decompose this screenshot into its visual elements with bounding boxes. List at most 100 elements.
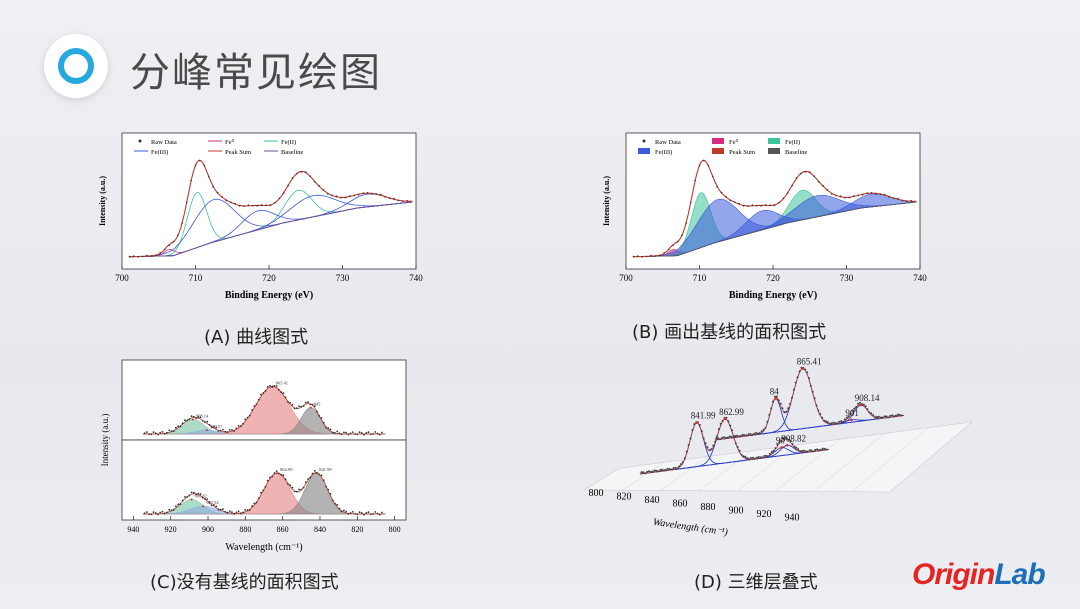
a-raw-point bbox=[327, 193, 329, 195]
d-raw-point bbox=[866, 408, 869, 411]
b-raw-point bbox=[703, 159, 705, 162]
c-raw-point bbox=[224, 510, 227, 513]
d-grid-line bbox=[889, 421, 973, 493]
d-raw-point bbox=[823, 447, 826, 450]
c-raw-point bbox=[358, 431, 361, 434]
c-xtick-label: 900 bbox=[202, 525, 214, 534]
originlab-logo-text: OriginLab bbox=[912, 558, 1046, 592]
d-raw-point bbox=[825, 448, 828, 451]
b-raw-point bbox=[826, 189, 829, 191]
c-xtick-label: 880 bbox=[239, 525, 251, 534]
brand-lab: Lab bbox=[994, 558, 1045, 591]
d-raw-point bbox=[758, 432, 761, 435]
c-raw-point bbox=[307, 478, 309, 480]
c-raw-point bbox=[210, 426, 213, 429]
d-raw-point bbox=[855, 405, 858, 408]
b-xtick-label: 730 bbox=[840, 273, 854, 283]
c-raw-point bbox=[329, 428, 332, 431]
d-peak-label: 841.99 bbox=[691, 411, 716, 421]
d-xtick-label: 860 bbox=[673, 499, 688, 510]
d-raw-point bbox=[741, 433, 744, 436]
b-raw-point bbox=[747, 205, 749, 207]
c-raw-point bbox=[316, 472, 318, 474]
d-raw-point bbox=[764, 426, 767, 429]
a-raw-point bbox=[256, 205, 258, 207]
c-raw-point bbox=[311, 403, 314, 406]
b-legend-label: Fe⁰ bbox=[729, 138, 739, 146]
b-raw-point bbox=[694, 179, 696, 182]
d-grid-line bbox=[736, 444, 797, 492]
c-raw-point bbox=[334, 502, 336, 505]
d-raw-point bbox=[893, 415, 895, 418]
d-raw-point bbox=[874, 416, 877, 419]
a-raw-point bbox=[177, 234, 179, 237]
a-raw-point bbox=[331, 194, 333, 197]
d-raw-point bbox=[847, 415, 850, 418]
a-raw-point bbox=[344, 196, 347, 199]
c-raw-point bbox=[172, 509, 175, 511]
chart-a-ylabel: Intensity (a.u.) bbox=[98, 176, 107, 226]
c-raw-point bbox=[237, 425, 240, 427]
d-raw-point bbox=[698, 424, 701, 426]
b-raw-point bbox=[650, 254, 652, 257]
d-raw-point bbox=[811, 390, 814, 393]
c-raw-point bbox=[331, 431, 334, 434]
d-raw-point bbox=[712, 444, 715, 447]
c-raw-point bbox=[175, 426, 177, 429]
c-raw-point bbox=[271, 475, 274, 478]
d-raw-point bbox=[823, 419, 826, 422]
d-raw-point bbox=[719, 438, 722, 441]
c-peak-label: 902.52 bbox=[206, 500, 218, 505]
c-raw-point bbox=[197, 492, 200, 495]
b-raw-point bbox=[782, 197, 785, 200]
d-raw-point bbox=[877, 415, 880, 418]
d-raw-point bbox=[804, 368, 807, 371]
d-raw-point bbox=[691, 429, 694, 431]
c-peak-label: 841.99 bbox=[319, 467, 332, 472]
c-raw-point bbox=[354, 433, 356, 435]
c-xtick-label: 840 bbox=[314, 525, 326, 534]
c-raw-point bbox=[251, 409, 254, 411]
brand-origin: Origin bbox=[912, 558, 995, 591]
c-raw-point bbox=[354, 513, 356, 515]
c-raw-point bbox=[289, 402, 291, 404]
b-raw-point bbox=[756, 204, 758, 207]
c-raw-point bbox=[208, 501, 211, 504]
a-legend-label: Peak Sum bbox=[225, 149, 251, 156]
c-raw-point bbox=[206, 420, 209, 423]
a-raw-point bbox=[247, 204, 250, 206]
d-raw-point bbox=[784, 436, 786, 439]
b-raw-point bbox=[764, 204, 767, 206]
chart-b: Raw Data Fe⁰ Fe(II) Fe(III) Peak Sum Baseline… bbox=[600, 130, 930, 305]
chart-d-ticks: 800 820 840 860 880 900 920 940 bbox=[589, 488, 800, 524]
c-raw-point bbox=[170, 509, 173, 512]
c-peak-label: 862.99 bbox=[280, 467, 293, 472]
a-raw-point bbox=[221, 196, 223, 198]
d-raw-point bbox=[753, 457, 756, 460]
b-raw-point bbox=[822, 184, 824, 187]
c-raw-point bbox=[179, 425, 182, 428]
d-raw-point bbox=[706, 446, 709, 449]
b-raw-point bbox=[720, 191, 723, 194]
a-xtick-label: 710 bbox=[189, 273, 203, 283]
c-raw-point bbox=[143, 432, 146, 435]
c-raw-point bbox=[340, 510, 343, 513]
b-raw-point bbox=[676, 240, 679, 243]
c-raw-point bbox=[257, 398, 260, 401]
c-raw-point bbox=[257, 497, 260, 500]
c-raw-point bbox=[291, 486, 294, 489]
a-raw-point bbox=[234, 202, 236, 205]
d-peak-label: 908.82 bbox=[781, 433, 806, 443]
chart-a-ticks: 700 710 720 730 740 bbox=[115, 265, 423, 283]
d-raw-point bbox=[763, 455, 766, 457]
b-raw-point bbox=[892, 197, 895, 199]
c-raw-point bbox=[287, 401, 289, 403]
c-raw-point bbox=[372, 433, 374, 435]
c-raw-point bbox=[253, 502, 256, 505]
a-raw-point bbox=[318, 184, 320, 187]
d-peak-label: 901 bbox=[845, 408, 859, 418]
c-raw-point bbox=[300, 488, 303, 491]
b-raw-point bbox=[725, 196, 727, 198]
c-raw-point bbox=[228, 429, 231, 431]
chart-a-svg: Raw Data Fe⁰ Fe(II) Fe(III) Peak Sum Baseline… bbox=[98, 132, 423, 301]
